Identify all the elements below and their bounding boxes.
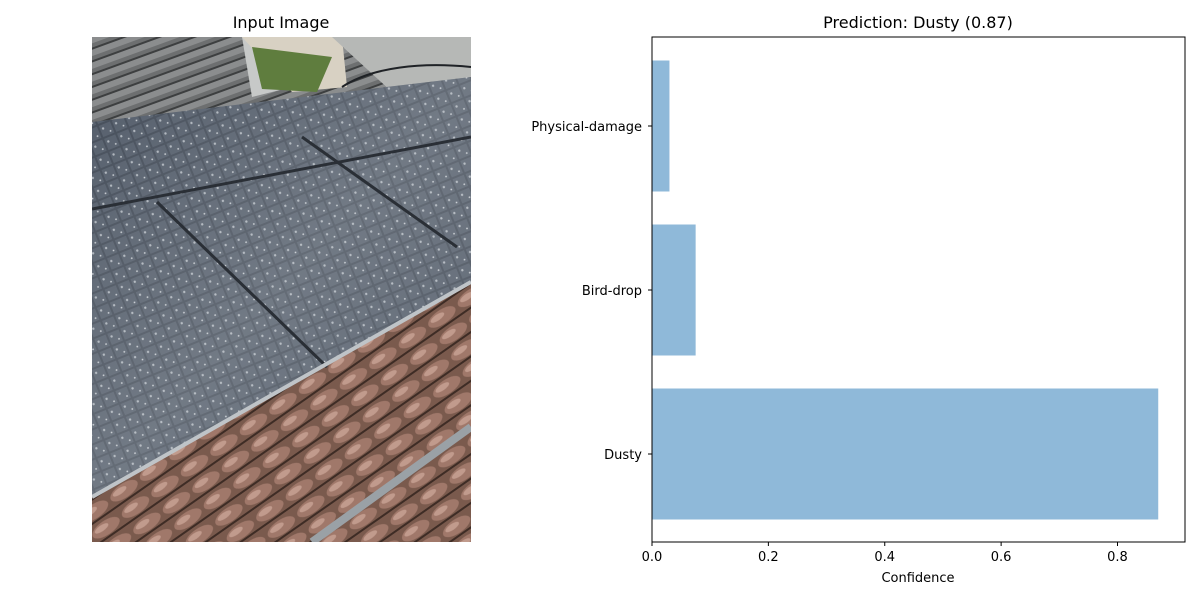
bar-physical-damage xyxy=(652,60,670,192)
bar-dusty xyxy=(652,388,1159,520)
x-tick-label: 0.8 xyxy=(1107,550,1128,565)
input-image xyxy=(92,37,471,542)
x-tick-label: 0.2 xyxy=(758,550,779,565)
x-tick-label: 0.4 xyxy=(874,550,895,565)
chart-title: Prediction: Dusty (0.87) xyxy=(823,13,1013,32)
y-tick-label-dusty: Dusty xyxy=(604,448,642,463)
y-tick-label-physical-damage: Physical-damage xyxy=(531,120,642,135)
y-tick-label-bird-drop: Bird-drop xyxy=(582,284,642,299)
x-axis-label: Confidence xyxy=(881,571,954,586)
x-tick-label: 0.0 xyxy=(642,550,663,565)
image-panel-title: Input Image xyxy=(232,13,330,32)
bar-bird-drop xyxy=(652,224,696,356)
x-tick-label: 0.6 xyxy=(991,550,1012,565)
